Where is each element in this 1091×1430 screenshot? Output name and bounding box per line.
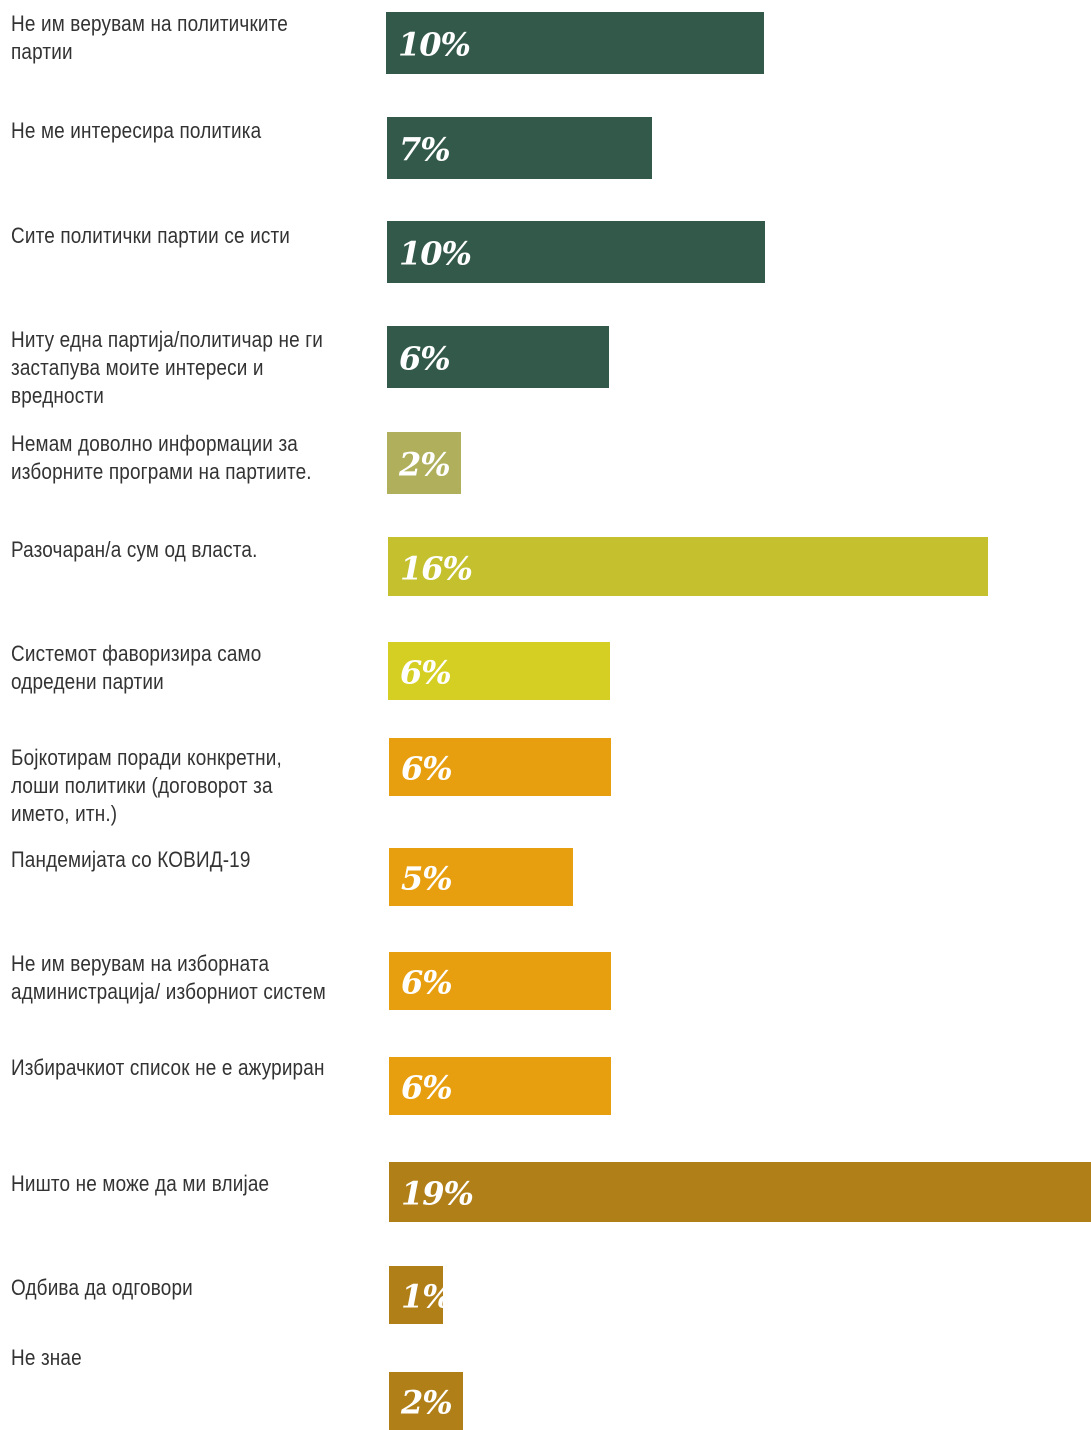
category-label: Немам доволно информации за изборните пр…	[11, 431, 312, 484]
category-label: Не им верувам на изборната администрациј…	[11, 951, 326, 1004]
category-label: Ништо не може да ми влијае	[11, 1171, 270, 1196]
category-label: Бојкотирам поради конкретни, лоши полити…	[11, 745, 282, 826]
category-label: Не ме интересира политика	[11, 118, 262, 143]
bar: 6%	[387, 326, 609, 388]
value-label: 10%	[399, 234, 472, 273]
bar: 1%	[389, 1266, 453, 1324]
value-label: 19%	[401, 1174, 474, 1213]
bar: 7%	[387, 117, 652, 179]
category-label: Ниту една партија/политичар не ги застап…	[11, 327, 324, 408]
bar: 2%	[389, 1372, 463, 1430]
bar: 10%	[387, 221, 765, 283]
value-label: 1%	[401, 1277, 453, 1316]
value-label: 6%	[399, 339, 451, 378]
bar: 19%	[389, 1162, 1091, 1222]
category-label: Системот фаворизира само одредени партии	[11, 641, 262, 694]
bar: 6%	[389, 1057, 611, 1115]
category-label: Одбива да одговори	[11, 1275, 193, 1300]
value-label: 6%	[401, 963, 453, 1002]
bar: 2%	[387, 432, 461, 494]
value-label: 2%	[401, 1383, 453, 1422]
bar: 16%	[388, 537, 988, 596]
value-label: 16%	[400, 549, 473, 588]
value-label: 5%	[401, 859, 453, 898]
bar: 6%	[389, 738, 611, 796]
category-label: Разочаран/а сум од власта.	[11, 537, 258, 562]
bar: 5%	[389, 848, 573, 906]
bar: 6%	[389, 952, 611, 1010]
value-label: 6%	[400, 653, 452, 692]
category-label: Избирачкиот список не е ажуриран	[11, 1055, 325, 1080]
value-label: 6%	[401, 1068, 453, 1107]
bar: 6%	[388, 642, 610, 700]
value-label: 10%	[398, 25, 471, 64]
value-label: 2%	[399, 445, 451, 484]
value-label: 6%	[401, 749, 453, 788]
category-label: Пандемијата со КОВИД-19	[11, 847, 251, 872]
category-label: Не им верувам на политичките партии	[11, 11, 288, 64]
category-label: Не знае	[11, 1345, 82, 1370]
value-label: 7%	[399, 130, 451, 169]
category-label: Сите политички партии се исти	[11, 223, 291, 248]
bar: 10%	[386, 12, 764, 74]
